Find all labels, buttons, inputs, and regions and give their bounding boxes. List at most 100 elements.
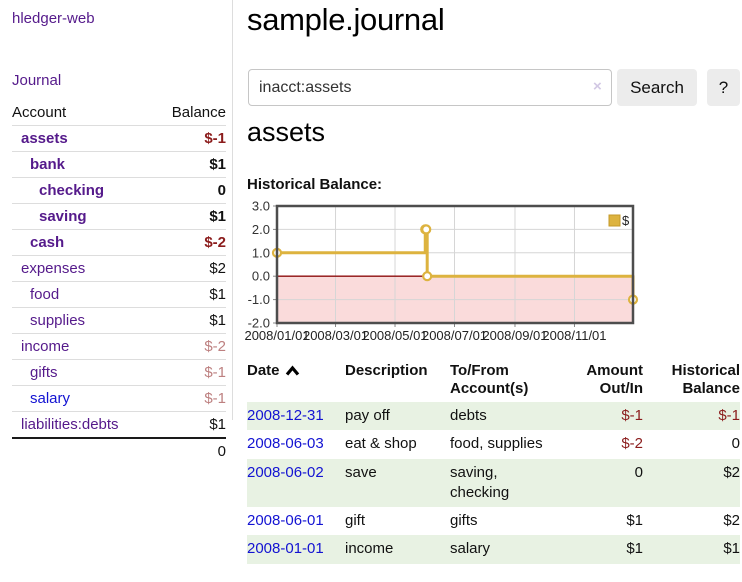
account-link[interactable]: food bbox=[30, 286, 60, 303]
main-content: sample.journal × Search ? assets Histori… bbox=[244, 0, 742, 582]
register-header-accounts: To/From Account(s) bbox=[450, 362, 529, 397]
app-title-link[interactable]: hledger-web bbox=[12, 10, 95, 27]
register-row: 2008-12-31 pay off debts $-1 $-1 bbox=[247, 402, 740, 431]
page-title: sample.journal bbox=[247, 2, 445, 37]
account-row: food $1 bbox=[12, 281, 226, 308]
register-date-link[interactable]: 2008-06-01 bbox=[247, 512, 324, 529]
accounts-total-row: 0 bbox=[12, 438, 226, 464]
register-accounts: debts bbox=[450, 407, 487, 424]
account-link[interactable]: liabilities:debts bbox=[21, 416, 119, 433]
account-link[interactable]: saving bbox=[39, 208, 87, 225]
register-accounts: saving, checking bbox=[450, 463, 510, 501]
register-header-date-label: Date bbox=[247, 362, 280, 379]
register-balance: $2 bbox=[723, 512, 740, 529]
account-row: checking 0 bbox=[12, 177, 226, 204]
account-link[interactable]: assets bbox=[21, 130, 68, 147]
sort-ascending-icon bbox=[285, 363, 300, 381]
register-date-link[interactable]: 2008-12-31 bbox=[247, 407, 324, 424]
account-row: saving $1 bbox=[12, 203, 226, 230]
account-row: assets $-1 bbox=[12, 125, 226, 152]
search-button[interactable]: Search bbox=[617, 69, 697, 106]
accounts-header-account: Account bbox=[12, 104, 67, 121]
register-amount: $1 bbox=[626, 540, 643, 558]
clear-search-icon[interactable]: × bbox=[593, 78, 602, 95]
register-description: save bbox=[345, 463, 377, 481]
account-balance: 0 bbox=[217, 182, 226, 199]
account-link[interactable]: cash bbox=[30, 234, 65, 251]
svg-text:1.0: 1.0 bbox=[252, 245, 270, 260]
register-amount: $-2 bbox=[621, 435, 643, 453]
account-balance: $1 bbox=[209, 208, 226, 225]
register-accounts: food, supplies bbox=[450, 435, 543, 453]
historical-balance-chart[interactable]: 3.0 2.0 1.0 0.0 -1.0 -2.0 2008/01/01 2008/03/01… bbox=[244, 199, 742, 347]
account-link[interactable]: income bbox=[21, 338, 70, 355]
accounts-total-value: 0 bbox=[217, 443, 226, 460]
register-header-amount: Amount Out/In bbox=[586, 362, 643, 397]
account-link[interactable]: checking bbox=[39, 182, 105, 199]
register-balance: $-1 bbox=[718, 407, 740, 424]
register-description: income bbox=[345, 540, 394, 558]
journal-nav-link[interactable]: Journal bbox=[12, 72, 62, 89]
register-header-balance: Historical Balance bbox=[671, 362, 740, 397]
svg-text:-2.0: -2.0 bbox=[248, 316, 270, 331]
register-amount: 0 bbox=[634, 463, 643, 481]
account-link[interactable]: expenses bbox=[21, 260, 86, 277]
account-row: expenses $2 bbox=[12, 255, 226, 282]
register-balance: $2 bbox=[723, 463, 740, 481]
account-row: salary $-1 bbox=[12, 385, 226, 412]
account-link[interactable]: supplies bbox=[30, 312, 86, 329]
svg-text:3.0: 3.0 bbox=[252, 199, 270, 214]
account-balance: $1 bbox=[209, 312, 226, 329]
register-header-row: Date Description To/From Account(s) Amou… bbox=[247, 360, 740, 402]
register-date-link[interactable]: 2008-01-01 bbox=[247, 540, 324, 558]
register-row: 2008-06-01 gift gifts $1 $2 bbox=[247, 507, 740, 535]
account-balance: $1 bbox=[209, 286, 226, 303]
register-accounts: gifts bbox=[450, 512, 478, 529]
account-balance: $2 bbox=[209, 260, 226, 277]
svg-text:2008/03/01: 2008/03/01 bbox=[303, 328, 368, 343]
svg-text:2008/11/01: 2008/11/01 bbox=[542, 328, 606, 343]
account-link[interactable]: bank bbox=[30, 156, 66, 173]
register-description: pay off bbox=[345, 407, 390, 424]
account-balance: $1 bbox=[209, 156, 226, 173]
svg-text:$: $ bbox=[622, 213, 630, 228]
accounts-header-row: Account Balance bbox=[12, 100, 226, 126]
account-link[interactable]: salary bbox=[30, 390, 71, 407]
register-date-link[interactable]: 2008-06-02 bbox=[247, 463, 324, 481]
chart-title: Historical Balance: bbox=[247, 176, 383, 193]
svg-text:2008/07/01: 2008/07/01 bbox=[422, 328, 487, 343]
account-balance: $-1 bbox=[204, 390, 226, 407]
register-row: 2008-01-01 income salary $1 $1 bbox=[247, 535, 740, 564]
svg-text:-1.0: -1.0 bbox=[248, 292, 270, 307]
help-button[interactable]: ? bbox=[707, 69, 740, 106]
svg-text:2.0: 2.0 bbox=[252, 222, 270, 237]
register-amount: $-1 bbox=[621, 407, 643, 424]
account-row: bank $1 bbox=[12, 151, 226, 178]
register-row: 2008-06-03 eat & shop food, supplies $-2… bbox=[247, 430, 740, 458]
account-balance: $-1 bbox=[204, 364, 226, 381]
register-amount: $1 bbox=[626, 512, 643, 529]
svg-text:2008/01/01: 2008/01/01 bbox=[244, 328, 309, 343]
account-link[interactable]: gifts bbox=[30, 364, 58, 381]
account-row: cash $-2 bbox=[12, 229, 226, 256]
account-row: gifts $-1 bbox=[12, 359, 226, 386]
accounts-total-spacer bbox=[12, 438, 154, 464]
search-input[interactable] bbox=[248, 69, 612, 106]
svg-text:2008/09/01: 2008/09/01 bbox=[482, 328, 547, 343]
register-accounts: salary bbox=[450, 540, 491, 558]
register-date-link[interactable]: 2008-06-03 bbox=[247, 435, 324, 453]
register-header-description: Description bbox=[345, 362, 428, 379]
account-balance: $-2 bbox=[204, 234, 226, 251]
register-row: 2008-06-02 save saving, checking 0 $2 bbox=[247, 458, 740, 507]
register-balance: $1 bbox=[723, 540, 740, 558]
register-balance: 0 bbox=[731, 435, 740, 453]
accounts-header-balance: Balance bbox=[171, 104, 226, 121]
account-row: liabilities:debts $1 bbox=[12, 411, 226, 439]
svg-text:0.0: 0.0 bbox=[252, 269, 270, 284]
svg-text:2008/05/01: 2008/05/01 bbox=[362, 328, 427, 343]
account-balance: $-1 bbox=[204, 130, 226, 147]
account-row: supplies $1 bbox=[12, 307, 226, 334]
sidebar: hledger-web Journal Account Balance asse… bbox=[0, 0, 233, 460]
account-balance: $1 bbox=[209, 416, 226, 433]
